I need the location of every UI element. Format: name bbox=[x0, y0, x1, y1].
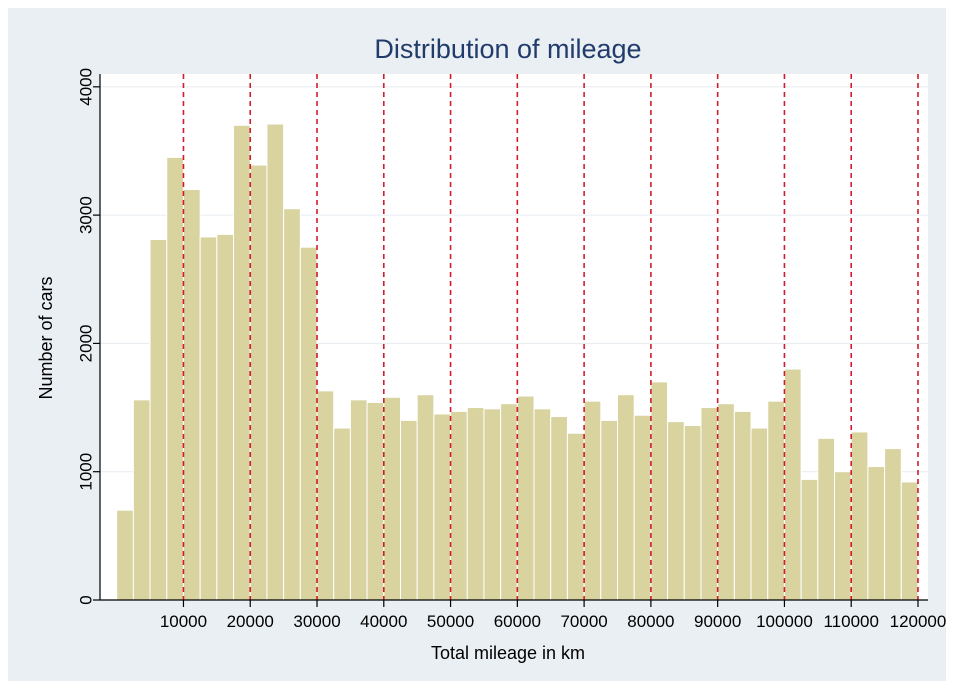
y-axis-title: Number of cars bbox=[36, 276, 56, 399]
x-tick-label: 20000 bbox=[227, 612, 274, 631]
histogram-bar bbox=[116, 509, 134, 601]
histogram-bar bbox=[583, 400, 602, 601]
histogram-bar bbox=[450, 410, 468, 601]
histogram-chart: 0 1000 2000 3000 4000 10000 20000 30000 40000 500… bbox=[36, 34, 947, 663]
y-tick-label: 1000 bbox=[77, 453, 96, 491]
y-tick-label: 2000 bbox=[77, 325, 96, 363]
y-tick-label: 4000 bbox=[77, 68, 96, 106]
x-tick-label: 40000 bbox=[360, 612, 407, 631]
histogram-bar bbox=[750, 427, 769, 601]
histogram-bar bbox=[299, 246, 318, 601]
histogram-bar bbox=[700, 407, 719, 601]
histogram-bar bbox=[399, 419, 418, 601]
histogram-bar bbox=[383, 396, 401, 601]
histogram-bar bbox=[216, 233, 235, 601]
x-axis-title: Total mileage in km bbox=[431, 643, 585, 663]
histogram-bar bbox=[767, 400, 785, 601]
histogram-bar bbox=[483, 408, 502, 601]
y-tick-label: 0 bbox=[77, 595, 96, 604]
histogram-bar bbox=[199, 236, 218, 601]
histogram-bar bbox=[717, 403, 735, 601]
histogram-bar bbox=[233, 124, 251, 601]
histogram-bar bbox=[633, 414, 652, 601]
x-tick-label: 100000 bbox=[756, 612, 813, 631]
histogram-bar bbox=[166, 156, 184, 601]
x-tick-label: 50000 bbox=[427, 612, 474, 631]
chart-title: Distribution of mileage bbox=[374, 34, 641, 64]
x-tick-label: 10000 bbox=[160, 612, 207, 631]
y-tick-label: 3000 bbox=[77, 196, 96, 234]
histogram-bar bbox=[850, 431, 869, 601]
histogram-bar bbox=[667, 421, 685, 601]
histogram-bar bbox=[283, 208, 301, 601]
x-tick-label: 110000 bbox=[823, 612, 878, 631]
histogram-bar bbox=[733, 410, 752, 601]
histogram-bar bbox=[433, 413, 452, 601]
histogram-bar bbox=[316, 390, 335, 601]
histogram-bar bbox=[266, 123, 285, 601]
x-tick-label: 120000 bbox=[890, 612, 946, 631]
histogram-bar bbox=[516, 395, 535, 601]
histogram-bar bbox=[249, 164, 268, 601]
histogram-bar bbox=[333, 427, 351, 601]
histogram-bar bbox=[650, 381, 669, 601]
histogram-bar bbox=[617, 394, 635, 601]
histogram-bar bbox=[349, 399, 368, 601]
x-tick-label: 80000 bbox=[627, 612, 674, 631]
axes: 0 1000 2000 3000 4000 10000 20000 30000 40000 500… bbox=[77, 68, 947, 631]
histogram-bar bbox=[416, 394, 435, 601]
histogram-bar bbox=[149, 238, 168, 601]
histogram-bar bbox=[466, 407, 485, 601]
histogram-bar bbox=[600, 419, 619, 601]
histogram-bar bbox=[132, 399, 151, 601]
histogram-bar bbox=[550, 416, 568, 601]
reference-lines bbox=[182, 74, 919, 600]
histogram-bar bbox=[867, 466, 886, 601]
histogram-bar bbox=[834, 471, 852, 601]
histogram-bar bbox=[182, 188, 201, 601]
histogram-bar bbox=[566, 432, 585, 601]
bars bbox=[116, 123, 919, 601]
chart-frame: 0 1000 2000 3000 4000 10000 20000 30000 40000 500… bbox=[8, 8, 946, 681]
histogram-bar bbox=[783, 368, 802, 601]
histogram-bar bbox=[366, 401, 385, 601]
histogram-bar bbox=[817, 437, 836, 601]
x-tick-label: 60000 bbox=[494, 612, 541, 631]
x-tick-label: 30000 bbox=[293, 612, 340, 631]
histogram-bar bbox=[884, 448, 902, 601]
x-tick-label: 90000 bbox=[694, 612, 741, 631]
histogram-bar bbox=[533, 408, 552, 601]
histogram-bar bbox=[800, 478, 819, 601]
x-tick-label: 70000 bbox=[560, 612, 607, 631]
histogram-bar bbox=[900, 481, 919, 601]
histogram-bar bbox=[500, 403, 518, 601]
histogram-bar bbox=[683, 425, 702, 601]
